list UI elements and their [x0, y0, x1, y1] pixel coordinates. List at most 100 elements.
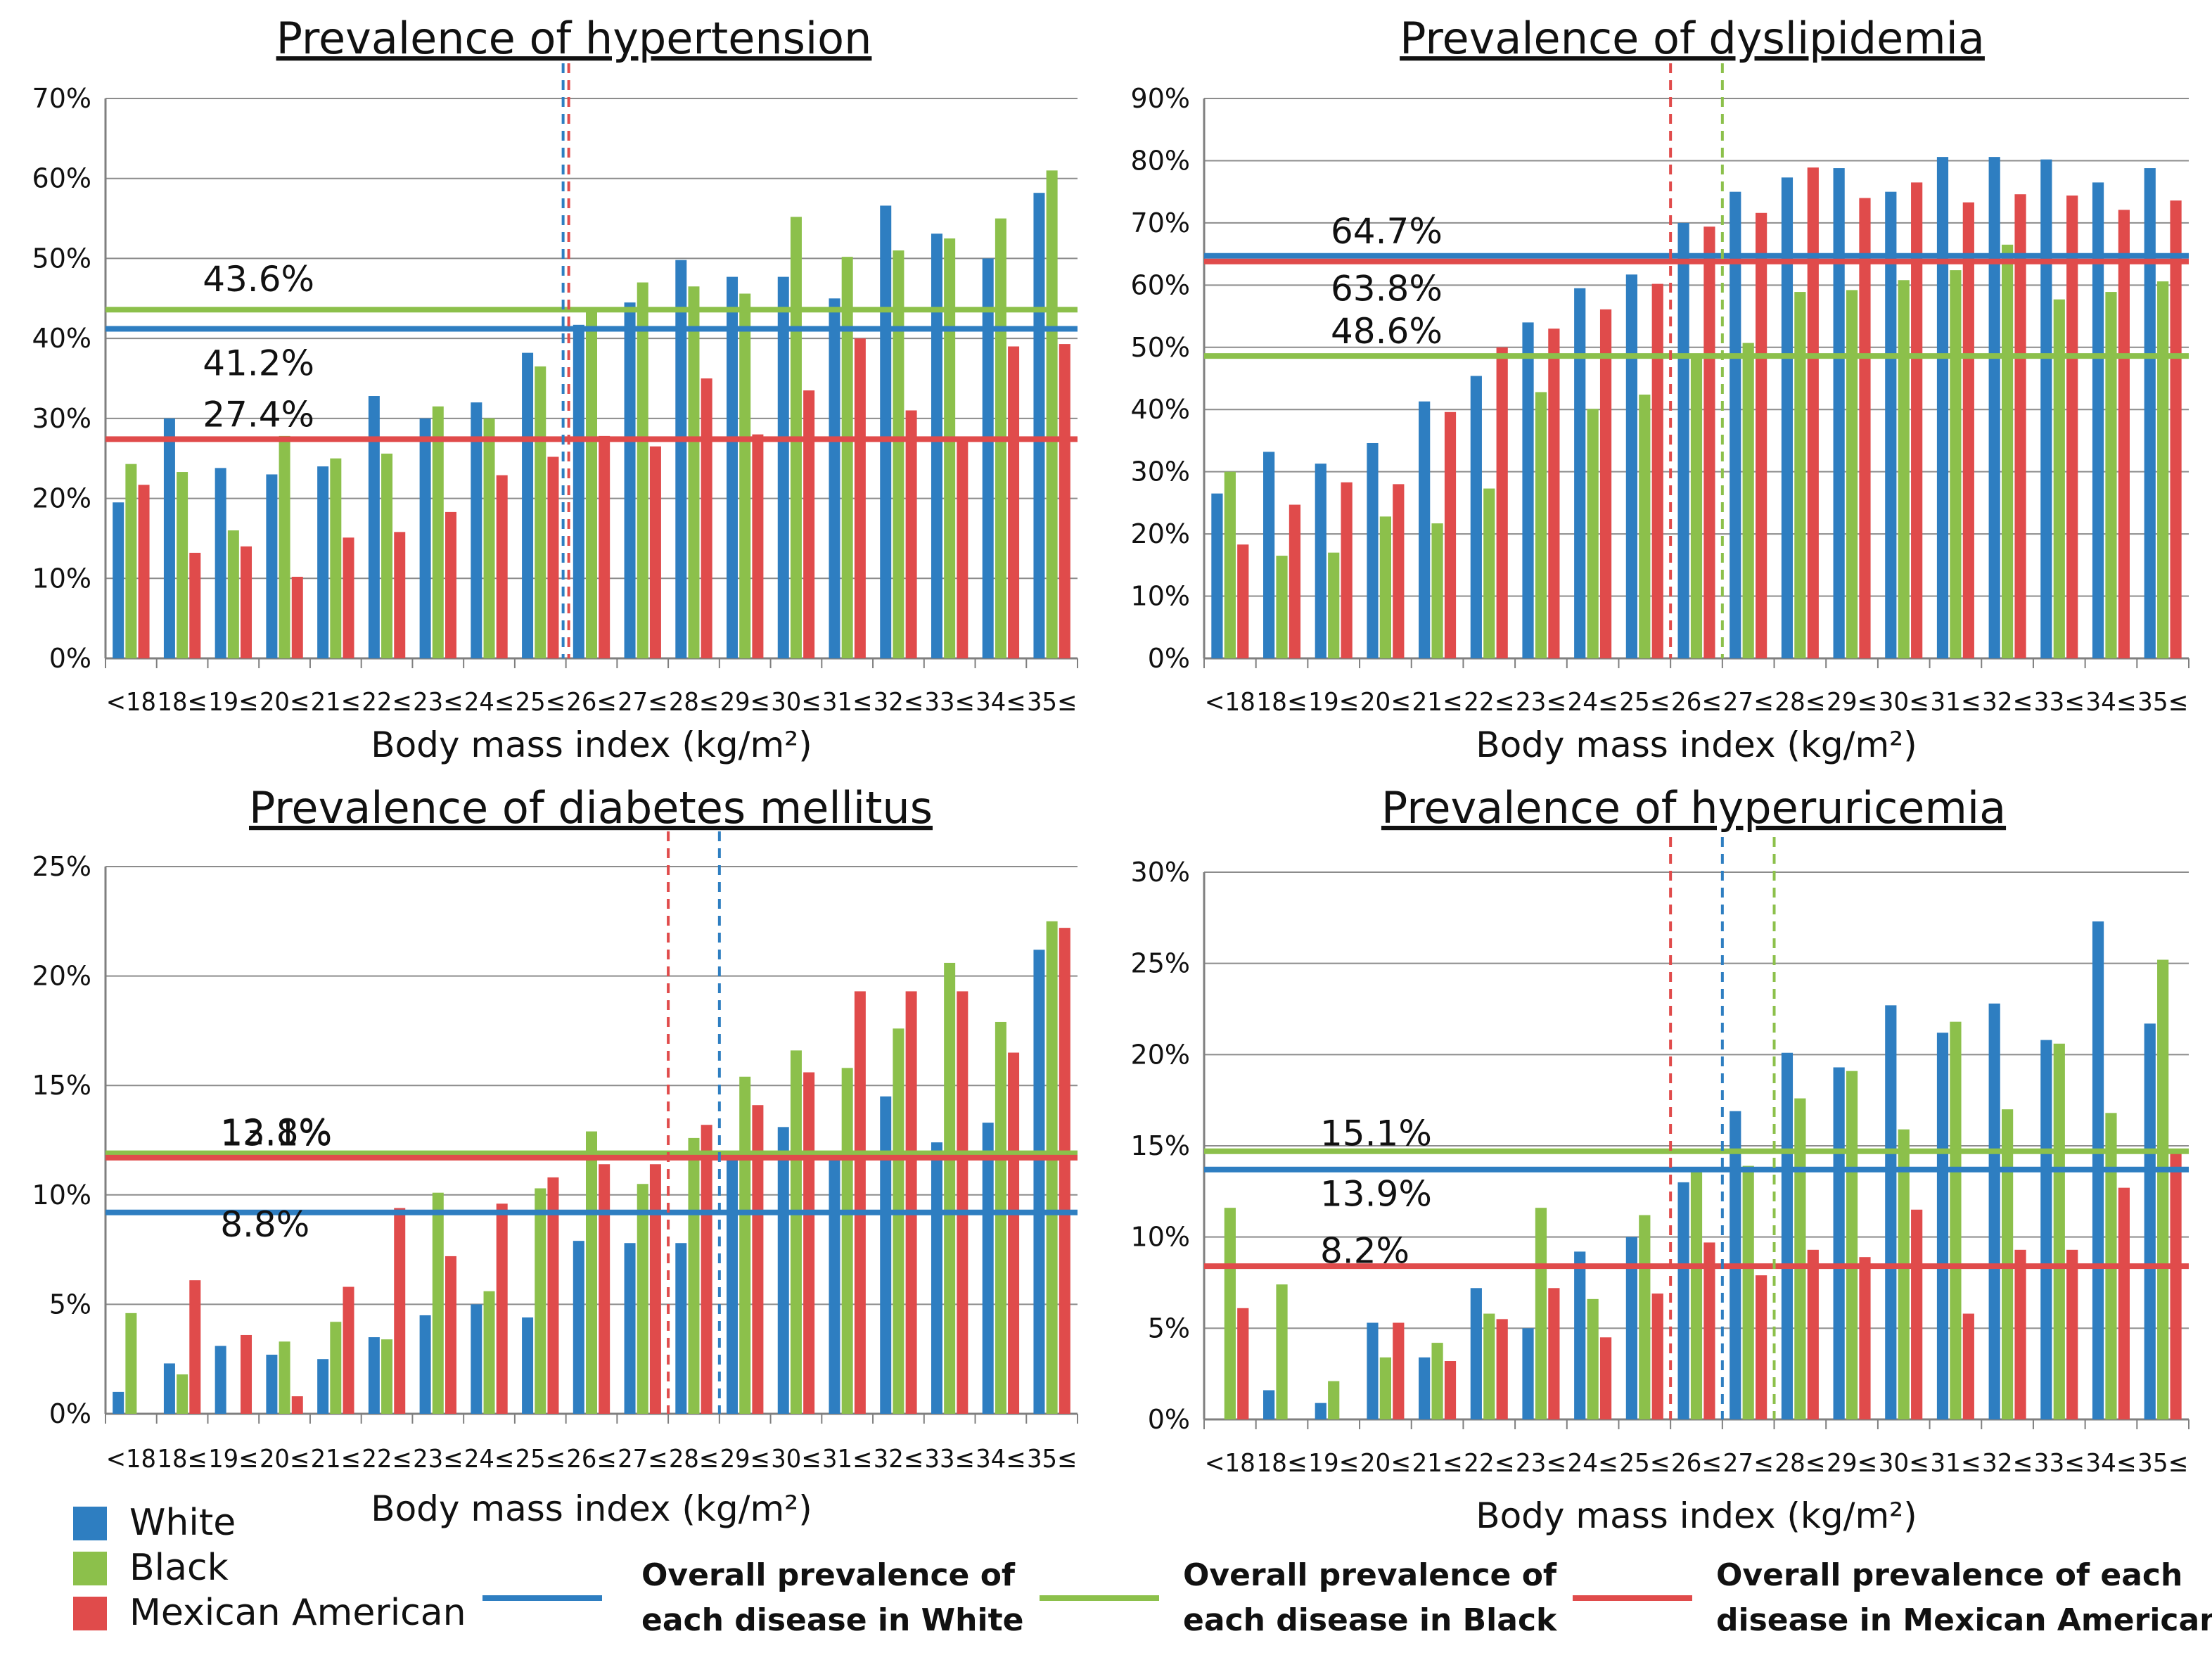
x-tick-label: 26≤: [566, 1445, 616, 1474]
bar-black-12: [1794, 1098, 1806, 1419]
bar-white-17: [2040, 159, 2052, 659]
bar-white-1: [113, 502, 124, 658]
x-tick-label: <18: [1205, 688, 1255, 717]
y-tick-label: 60%: [1131, 269, 1190, 300]
y-tick-label: 25%: [32, 851, 91, 882]
bar-mexican-1: [138, 485, 150, 658]
x-tick-label: 22≤: [1464, 1449, 1514, 1478]
x-tick-label: 31≤: [822, 1445, 872, 1474]
x-tick-label: 23≤: [1516, 688, 1566, 717]
bar-black-18: [995, 1021, 1006, 1414]
bar-white-8: [1574, 1251, 1586, 1419]
bar-white-17: [931, 1142, 942, 1414]
y-tick-label: 30%: [32, 403, 91, 434]
bar-black-13: [739, 293, 751, 658]
bar-mexican-6: [1496, 347, 1508, 658]
bar-black-6: [1483, 1313, 1495, 1419]
bar-mexican-7: [445, 1256, 456, 1414]
x-tick-label: 33≤: [2034, 688, 2085, 717]
x-tick-label: 20≤: [1360, 1449, 1411, 1478]
x-tick-label: 24≤: [464, 1445, 514, 1474]
bar-mexican-1: [1237, 1308, 1249, 1419]
legend-line-text-white: each disease in White: [641, 1602, 1023, 1638]
bar-black-15: [841, 1068, 853, 1414]
legend-line-text-black: each disease in Black: [1183, 1602, 1558, 1638]
x-tick-label: 31≤: [1930, 1449, 1981, 1478]
bar-mexican-17: [2066, 195, 2078, 658]
legend-swatch-white: [73, 1507, 107, 1540]
overall-label-white: 8.8%: [220, 1204, 309, 1245]
bar-black-11: [637, 282, 648, 658]
bar-white-18: [982, 258, 994, 658]
bar-mexican-9: [1651, 283, 1663, 658]
bar-mexican-19: [2170, 1153, 2182, 1419]
chart-panel-4: Prevalence of hyperuricemia 0% 5% 10% 15% 20%…: [1131, 782, 2189, 1536]
bar-mexican-6: [394, 532, 406, 658]
bar-black-3: [227, 530, 239, 658]
bar-white-18: [982, 1123, 994, 1414]
x-tick-label: 22≤: [1464, 688, 1514, 717]
bar-mexican-8: [1599, 1337, 1612, 1419]
y-tick-label: 10%: [1131, 1222, 1190, 1253]
x-tick-label: 24≤: [1568, 688, 1618, 717]
bar-mexican-10: [599, 435, 610, 658]
bar-black-7: [432, 406, 444, 658]
x-axis-label: Body mass index (kg/m²): [371, 1488, 812, 1529]
bar-mexican-11: [1756, 212, 1767, 658]
bar-black-9: [535, 366, 546, 658]
bar-white-7: [419, 418, 431, 658]
y-tick-label: 20%: [32, 961, 91, 992]
bar-black-16: [893, 1028, 904, 1414]
bar-black-11: [637, 1184, 648, 1414]
bar-mexican-17: [2066, 1249, 2078, 1419]
y-tick-label: 90%: [1131, 83, 1190, 114]
bar-mexican-8: [496, 1203, 508, 1414]
overall-label-white: 41.2%: [203, 343, 314, 383]
bar-mexican-10: [1703, 1242, 1715, 1419]
bar-white-8: [471, 1304, 482, 1414]
x-tick-label: 25≤: [516, 688, 565, 717]
bar-white-6: [368, 396, 380, 658]
x-tick-label: <18: [1205, 1449, 1255, 1478]
bar-black-9: [1639, 1215, 1651, 1419]
overall-label-mexican: 8.2%: [1320, 1231, 1409, 1272]
bar-black-10: [585, 1131, 598, 1414]
bar-mexican-10: [1703, 226, 1715, 658]
bar-mexican-3: [1341, 482, 1353, 658]
bar-white-4: [266, 1354, 278, 1414]
bar-black-17: [944, 238, 956, 658]
bar-black-12: [688, 1137, 700, 1414]
x-tick-label: 25≤: [1619, 688, 1670, 717]
x-tick-label: 28≤: [669, 688, 719, 717]
legend-line-text-black: Overall prevalence of: [1183, 1557, 1557, 1593]
bar-white-6: [1470, 1288, 1482, 1419]
x-tick-label: 23≤: [413, 1445, 463, 1474]
bar-black-10: [1690, 357, 1703, 658]
y-tick-label: 5%: [1148, 1312, 1190, 1343]
overall-label-white: 64.7%: [1331, 211, 1443, 252]
bar-mexican-9: [547, 456, 559, 658]
bar-black-14: [1898, 280, 1910, 658]
bar-black-1: [125, 464, 137, 658]
chart-title: Prevalence of dyslipidemia: [1400, 13, 1985, 64]
bar-white-1: [1211, 493, 1223, 658]
bar-white-14: [1885, 1005, 1897, 1419]
bar-white-10: [1677, 222, 1689, 658]
overall-label-black: 13.1%: [220, 1113, 332, 1154]
overall-label-black: 15.1%: [1320, 1113, 1432, 1154]
bar-mexican-5: [343, 537, 354, 658]
y-tick-label: 15%: [1131, 1130, 1190, 1161]
bar-mexican-14: [803, 390, 815, 658]
y-tick-label: 0%: [1148, 1404, 1190, 1435]
x-tick-label: 30≤: [1879, 1449, 1929, 1478]
bar-black-9: [535, 1188, 546, 1414]
bar-mexican-13: [1859, 1257, 1871, 1419]
bar-mexican-18: [1008, 1052, 1020, 1414]
bar-mexican-15: [1962, 1313, 1974, 1419]
overall-label-mexican: 63.8%: [1331, 269, 1443, 309]
y-tick-label: 60%: [32, 163, 91, 194]
bar-mexican-5: [1444, 1361, 1457, 1419]
bar-white-8: [471, 402, 482, 658]
bar-mexican-13: [752, 434, 764, 658]
y-tick-label: 20%: [1131, 518, 1190, 549]
